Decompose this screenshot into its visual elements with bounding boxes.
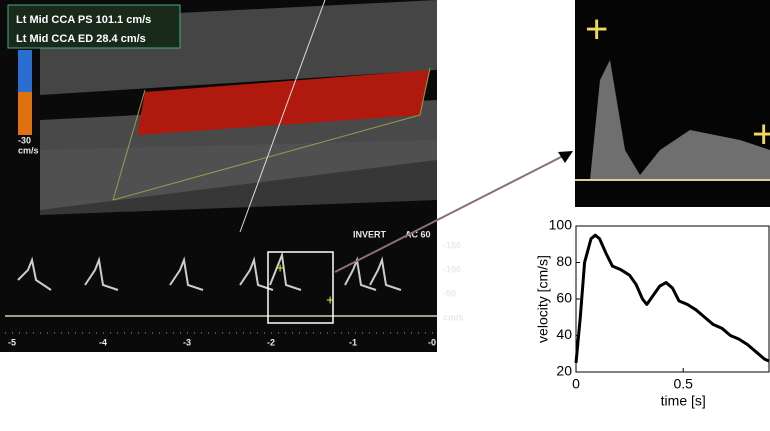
mode-label: INVERT <box>353 229 387 239</box>
svg-text:+: + <box>752 113 770 157</box>
y-tick-label: 40 <box>556 326 572 342</box>
colorbar-label: -30 <box>18 135 31 145</box>
x-axis-title: time [s] <box>661 393 706 409</box>
zoom-inset: + + <box>575 0 770 207</box>
y-axis-title: velocity [cm/s] <box>535 255 551 343</box>
svg-text:+: + <box>276 260 284 276</box>
readout: Lt Mid CCA PS 101.1 cm/s <box>16 14 151 26</box>
time-scale-label: -5 <box>8 337 16 347</box>
time-scale-label: -1 <box>349 337 357 347</box>
y-tick-label: 20 <box>556 363 572 379</box>
velocity-scale-label: -150 <box>443 240 461 250</box>
y-tick-label: 100 <box>549 217 573 233</box>
page: {"ultrasound": { "readout": ["Lt Mid CCA… <box>0 0 770 426</box>
velocity-scale-label: cm/s <box>443 312 464 322</box>
readout: Lt Mid CCA ED 28.4 cm/s <box>16 33 146 45</box>
time-scale-label: -3 <box>183 337 191 347</box>
ultrasound-image: + + Lt Mid CCA PS 101.1 cm/s Lt Mid CCA … <box>0 0 464 352</box>
colorbar-label: cm/s <box>18 145 39 155</box>
time-scale-label: -2 <box>267 337 275 347</box>
velocity-scale-label: -100 <box>443 264 461 274</box>
velocity-scale-label: -50 <box>443 288 456 298</box>
y-tick-label: 80 <box>556 253 572 269</box>
figure: + + Lt Mid CCA PS 101.1 cm/s Lt Mid CCA … <box>0 0 770 426</box>
time-scale-label: -4 <box>99 337 107 347</box>
x-tick-label: 0 <box>572 376 580 392</box>
y-tick-label: 60 <box>556 290 572 306</box>
svg-text:+: + <box>585 8 608 52</box>
x-tick-label: 0.5 <box>673 376 693 392</box>
time-scale-label: -0 <box>428 337 436 347</box>
svg-text:+: + <box>326 292 334 308</box>
